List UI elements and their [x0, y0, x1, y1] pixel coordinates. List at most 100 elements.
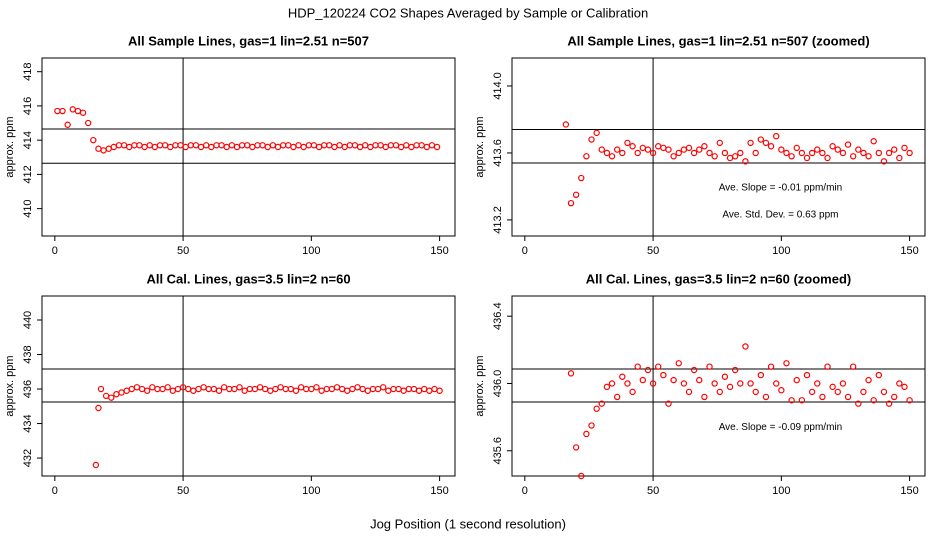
data-point — [133, 384, 141, 391]
x-tick-label: 150 — [430, 245, 448, 257]
data-point — [742, 343, 749, 350]
y-axis-label: approx. ppm — [4, 355, 16, 416]
data-point — [274, 143, 282, 151]
data-point — [285, 142, 292, 149]
data-point — [54, 107, 61, 115]
data-point — [379, 384, 387, 391]
data-point — [562, 121, 570, 128]
data-point — [773, 380, 780, 387]
data-point — [328, 385, 336, 393]
data-point — [608, 380, 616, 387]
panel: All Sample Lines, gas=1 lin=2.51 n=507 ap… — [4, 33, 456, 257]
data-point — [151, 143, 159, 151]
data-point — [696, 146, 703, 153]
data-point — [141, 143, 148, 151]
data-point — [303, 385, 310, 393]
data-point — [613, 146, 621, 153]
data-point — [572, 444, 580, 451]
data-point — [644, 366, 652, 374]
data-point — [367, 143, 374, 151]
data-point — [215, 387, 223, 394]
plot-frame — [511, 57, 926, 237]
data-point — [331, 143, 338, 151]
data-point — [174, 385, 182, 393]
data-point — [341, 143, 348, 151]
data-point — [793, 376, 800, 384]
data-point — [256, 384, 264, 391]
data-point — [336, 142, 343, 149]
data-point — [619, 373, 626, 380]
data-point — [675, 360, 682, 367]
data-point — [202, 142, 210, 149]
data-point — [297, 384, 305, 391]
data-point — [865, 376, 872, 384]
data-point — [300, 143, 307, 151]
data-point — [315, 143, 323, 151]
data-point — [762, 139, 770, 147]
y-tick-label: 435.6 — [492, 437, 504, 465]
data-point — [742, 158, 749, 165]
data-point — [891, 146, 898, 153]
data-point — [665, 146, 672, 153]
data-point — [603, 149, 611, 157]
data-point — [346, 142, 354, 149]
data-point — [572, 191, 580, 199]
data-point — [860, 388, 867, 396]
data-point — [290, 143, 297, 151]
data-point — [246, 385, 253, 393]
data-point — [814, 146, 821, 153]
y-tick-label: 413.6 — [492, 139, 504, 167]
y-axis-label: approx. ppm — [4, 116, 16, 177]
plot-frame — [41, 57, 456, 237]
data-point — [269, 142, 277, 149]
data-point — [326, 142, 333, 149]
data-point — [757, 136, 765, 143]
data-point — [431, 385, 438, 393]
data-point — [172, 142, 179, 149]
data-point — [639, 144, 647, 152]
data-point — [395, 385, 402, 393]
data-point — [737, 380, 744, 387]
data-point — [136, 142, 143, 149]
panel: All Cal. Lines, gas=3.5 lin=2 n=60 (zoom… — [474, 271, 926, 497]
data-point — [752, 388, 759, 396]
x-tick-label: 0 — [52, 485, 58, 497]
data-point — [598, 400, 605, 407]
y-tick-label: 410 — [22, 199, 34, 217]
data-point — [824, 154, 831, 162]
y-tick-label: 418 — [22, 63, 34, 81]
data-point — [123, 387, 130, 394]
data-point — [208, 143, 215, 151]
data-point — [603, 383, 611, 391]
data-point — [680, 146, 688, 153]
data-point — [578, 174, 585, 182]
data-point — [192, 142, 200, 149]
data-point — [901, 383, 908, 391]
data-point — [798, 149, 806, 157]
data-point — [798, 397, 806, 404]
data-point — [74, 107, 82, 115]
x-tick-label: 100 — [302, 485, 320, 497]
data-point — [875, 149, 883, 157]
data-point — [308, 385, 315, 393]
data-point — [413, 142, 420, 149]
data-point — [649, 380, 657, 387]
data-point — [685, 144, 693, 152]
data-point — [634, 149, 641, 157]
data-point — [731, 153, 739, 160]
data-point — [834, 388, 841, 396]
data-point — [267, 387, 274, 394]
data-point — [226, 385, 233, 393]
data-point — [187, 142, 194, 149]
data-point — [875, 371, 883, 379]
data-point — [333, 384, 341, 391]
data-point — [690, 149, 698, 157]
data-point — [885, 149, 893, 157]
x-axis-label: Jog Position (1 second resolution) — [370, 516, 566, 531]
data-point — [711, 380, 718, 387]
page-title: HDP_120224 CO2 Shapes Averaged by Sample… — [288, 5, 648, 20]
x-tick-label: 100 — [302, 245, 320, 257]
data-point — [701, 143, 708, 150]
data-point — [793, 144, 800, 152]
data-point — [824, 363, 831, 370]
